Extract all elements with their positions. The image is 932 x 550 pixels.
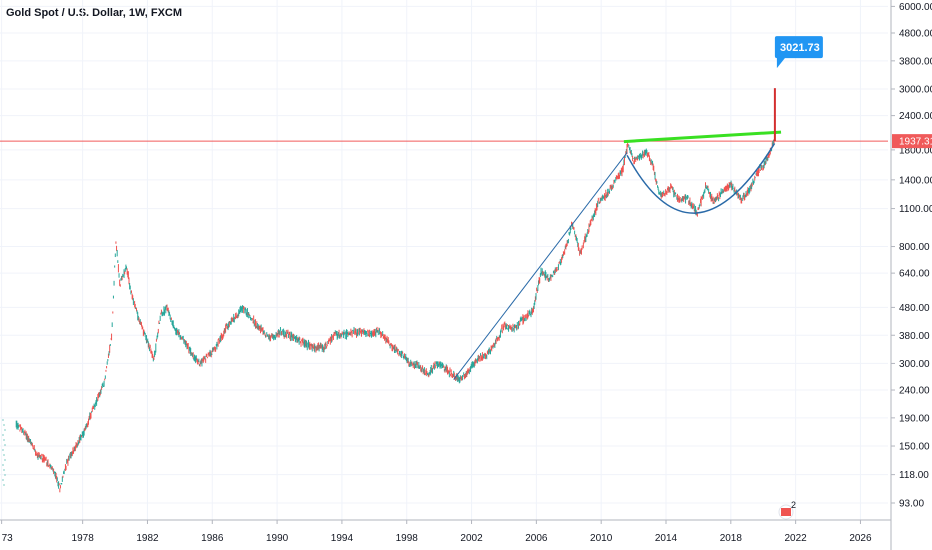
chart-title: Gold Spot / U.S. Dollar, 1W, FXCM — [6, 7, 183, 19]
candle — [4, 459, 6, 461]
candle — [2, 419, 4, 421]
x-tick-label: 1978 — [72, 533, 95, 544]
candle — [3, 469, 5, 471]
y-tick-label: 380.00 — [899, 331, 930, 342]
target-label-bg — [774, 36, 823, 69]
x-tick-label: 2026 — [849, 533, 872, 544]
trend-line — [453, 152, 628, 380]
x-tick-label: 1986 — [201, 533, 224, 544]
y-tick-label: 190.00 — [899, 413, 930, 424]
y-tick-label: 118.00 — [899, 470, 929, 481]
y-tick-label: 3000.00 — [899, 85, 932, 96]
event-badge-count: 2 — [791, 500, 796, 510]
price-line-label-bg — [892, 134, 932, 149]
x-tick-label: 2002 — [460, 533, 483, 544]
x-tick-label: 1990 — [266, 533, 289, 544]
y-tick-label: 240.00 — [899, 386, 930, 397]
price-axis[interactable]: 6000.00 4800.00 3800.00 3000.00 2400.00 1800.… — [890, 0, 932, 550]
annotations: 3021.73 2 — [453, 36, 823, 520]
gridlines — [0, 0, 888, 520]
cup-curve — [626, 143, 776, 214]
y-tick-label: 93.00 — [899, 499, 924, 510]
y-tick-label: 4800.00 — [899, 29, 932, 40]
y-tick-label: 640.00 — [899, 269, 930, 280]
flag-icon — [781, 508, 791, 516]
x-tick-label: 2018 — [720, 533, 743, 544]
candles — [2, 139, 775, 493]
y-tick-label: 1800.00 — [899, 145, 932, 156]
y-tick-label: 1400.00 — [899, 175, 932, 186]
x-tick-label: 2006 — [525, 533, 548, 544]
candle — [3, 424, 5, 426]
target-label: 3021.73 — [780, 42, 820, 54]
x-tick-label: 1982 — [136, 533, 159, 544]
candle — [4, 474, 6, 476]
y-tick-label: 150.00 — [899, 442, 930, 453]
y-tick-label: 800.00 — [899, 242, 930, 253]
candle — [2, 464, 4, 466]
candle — [2, 479, 4, 481]
candle — [4, 444, 6, 446]
candle — [3, 484, 5, 486]
y-tick-label: 480.00 — [899, 303, 930, 314]
x-tick-label: 1998 — [396, 533, 419, 544]
candle — [3, 454, 5, 456]
x-tick-label: 2010 — [590, 533, 613, 544]
y-tick-label: 300.00 — [899, 359, 930, 370]
time-axis[interactable]: 73 1978 1982 1986 1990 1994 1998 2002 2006 2010 20… — [0, 519, 891, 544]
y-tick-label: 6000.00 — [899, 2, 932, 13]
price-line-label: 1937.31 — [899, 137, 932, 148]
x-tick-label: 2014 — [655, 533, 678, 544]
x-tick-label: 73 — [2, 533, 14, 544]
candle — [2, 449, 4, 451]
x-tick-label: 1994 — [331, 533, 354, 544]
resistance-line — [623, 130, 782, 144]
y-tick-label: 3800.00 — [899, 56, 932, 67]
y-tick-label: 2400.00 — [899, 111, 932, 122]
candle — [3, 439, 5, 441]
candle — [4, 429, 6, 431]
y-tick-label: 1100.00 — [899, 204, 932, 215]
candle — [2, 434, 4, 436]
x-tick-label: 2022 — [785, 533, 808, 544]
